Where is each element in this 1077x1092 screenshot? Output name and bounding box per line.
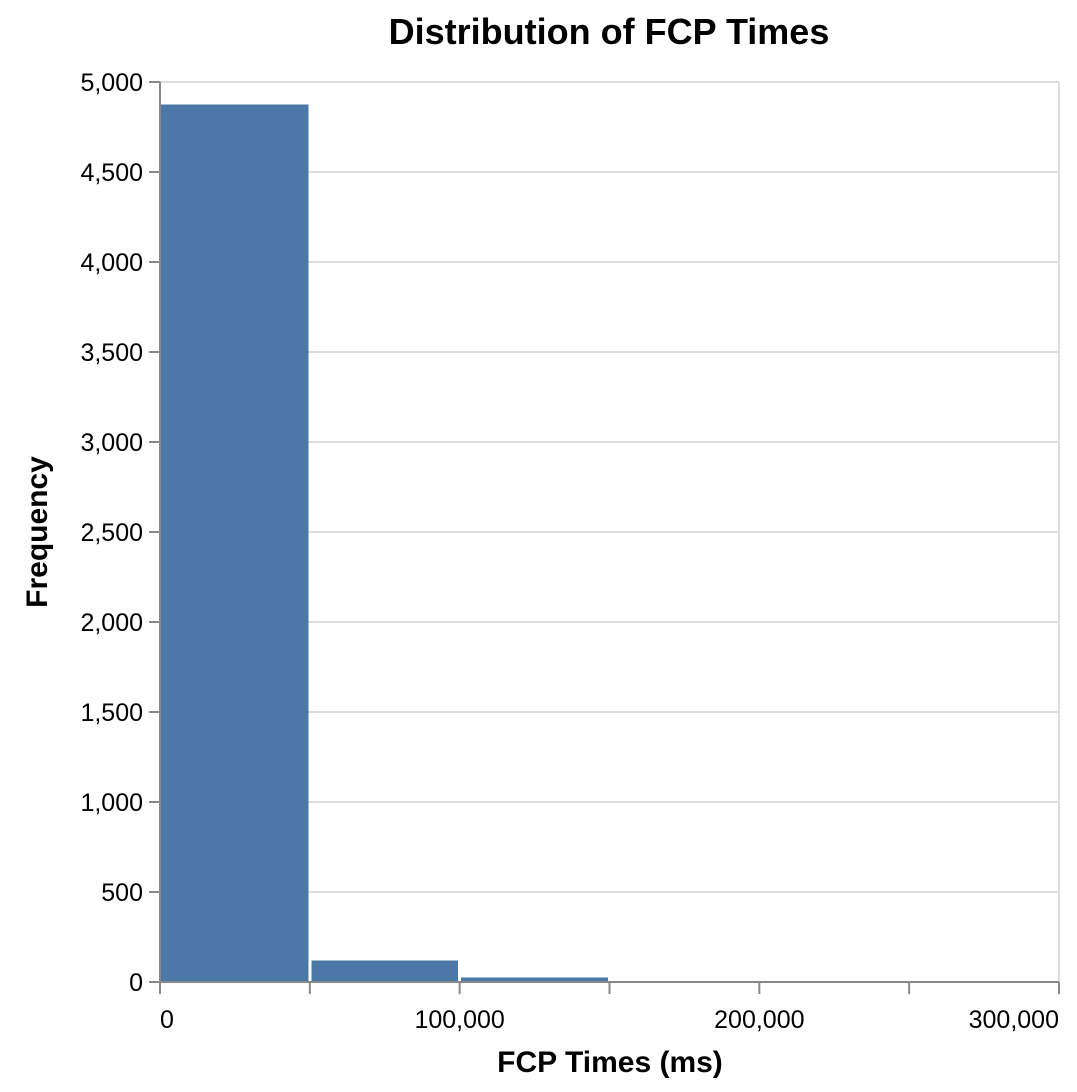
x-tick-label: 300,000 [969,1006,1059,1034]
histogram-bar [311,960,459,982]
histogram-bar [461,977,608,982]
y-tick-label: 2,000 [80,609,143,637]
axes: 0 500 1,000 1,500 2,000 2,500 3,000 3,500 4,000 4… [80,69,1060,1034]
x-axis-title: FCP Times (ms) [497,1046,723,1079]
y-axis-title: Frequency [21,456,54,608]
y-tick-label: 1,000 [80,789,143,817]
x-tick-label: 100,000 [414,1006,504,1034]
bars [160,104,1058,982]
y-tick-label: 4,000 [80,249,143,277]
y-tick-label: 500 [101,879,143,907]
y-tick-label: 3,000 [80,429,143,457]
gridlines [160,81,1060,982]
x-tick-label: 0 [160,1006,174,1034]
y-tick-label: 3,500 [80,339,143,367]
y-tick-label: 0 [129,969,143,997]
y-tick-label: 2,500 [80,519,143,547]
chart-title: Distribution of FCP Times [389,11,830,52]
histogram-bar [160,104,309,982]
x-tick-label: 200,000 [714,1006,804,1034]
y-tick-label: 4,500 [80,159,143,187]
y-tick-label: 1,500 [80,699,143,727]
y-tick-label: 5,000 [80,69,143,97]
